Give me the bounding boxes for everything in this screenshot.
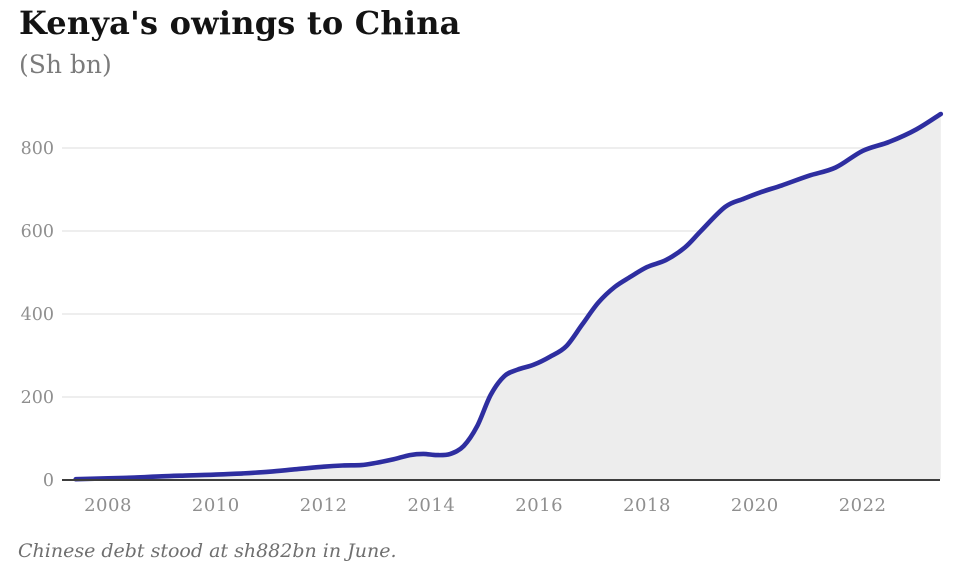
x-tick-label: 2022 bbox=[839, 495, 887, 516]
x-tick-label: 2020 bbox=[731, 495, 779, 516]
chart-title: Kenya's owings to China bbox=[19, 4, 461, 42]
y-tick-label: 800 bbox=[21, 139, 54, 159]
x-tick-label: 2014 bbox=[407, 495, 455, 516]
x-tick-label: 2012 bbox=[300, 495, 348, 516]
trend-line bbox=[73, 111, 944, 482]
chart-footnote: Chinese debt stood at sh882bn in June. bbox=[18, 540, 397, 562]
x-tick-label: 2008 bbox=[84, 495, 132, 516]
y-axis-tick-labels: 0 200 400 600 800 bbox=[21, 139, 54, 491]
y-tick-label: 0 bbox=[43, 471, 54, 491]
x-tick-label: 2018 bbox=[623, 495, 671, 516]
area-fill bbox=[75, 114, 941, 480]
y-tick-label: 200 bbox=[21, 388, 54, 408]
x-tick-label: 2016 bbox=[515, 495, 563, 516]
chart-subtitle: (Sh bn) bbox=[19, 50, 112, 79]
x-axis-tick-labels: 2008 2010 2012 2014 2016 2018 2020 2022 bbox=[84, 495, 886, 516]
x-tick-label: 2010 bbox=[192, 495, 240, 516]
y-tick-label: 400 bbox=[21, 305, 54, 325]
y-tick-label: 600 bbox=[21, 222, 54, 242]
